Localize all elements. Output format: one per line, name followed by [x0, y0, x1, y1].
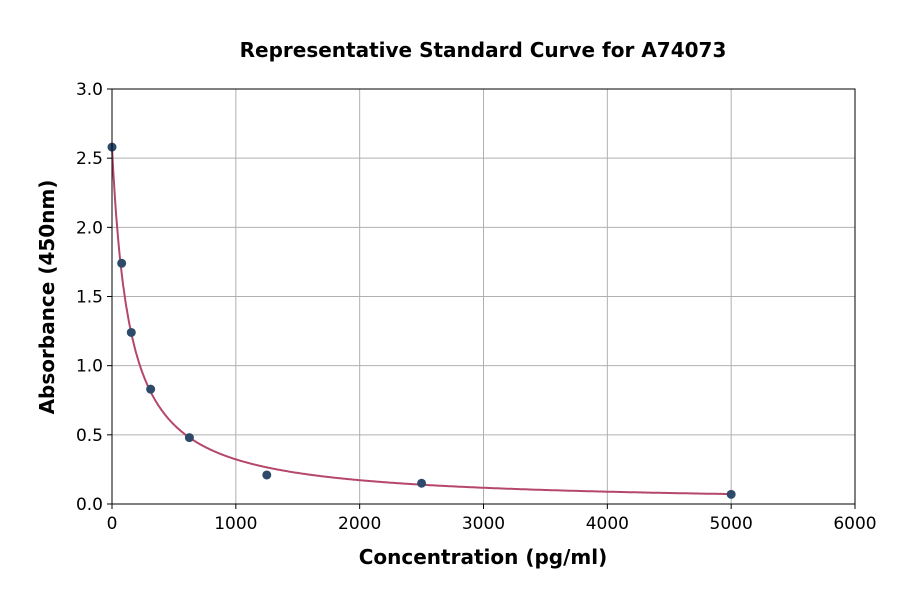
data-point	[726, 489, 736, 499]
y-axis-label: Absorbance (450nm)	[35, 180, 59, 415]
data-point	[126, 327, 136, 337]
data-point	[262, 470, 272, 480]
x-tick-label: 5000	[710, 514, 753, 534]
y-tick-label: 1.5	[76, 288, 103, 308]
data-point	[146, 384, 156, 394]
x-tick-label: 0	[107, 514, 118, 534]
x-axis-label: Concentration (pg/ml)	[359, 545, 608, 569]
data-point	[117, 258, 127, 268]
chart-title: Representative Standard Curve for A74073	[240, 38, 727, 62]
y-tick-label: 2.0	[76, 218, 103, 238]
data-point	[417, 478, 427, 488]
y-tick-label: 0.5	[76, 426, 103, 446]
y-tick-label: 3.0	[76, 80, 103, 100]
x-tick-label: 4000	[586, 514, 629, 534]
y-tick-label: 1.0	[76, 357, 103, 377]
data-point	[184, 433, 194, 443]
x-tick-label: 1000	[214, 514, 257, 534]
plot-frame	[111, 88, 856, 505]
x-tick-label: 3000	[462, 514, 505, 534]
x-tick-label: 6000	[833, 514, 876, 534]
x-tick-label: 2000	[338, 514, 381, 534]
y-tick-label: 0.0	[76, 495, 103, 515]
y-tick-label: 2.5	[76, 149, 103, 169]
fit-curve	[111, 147, 732, 496]
